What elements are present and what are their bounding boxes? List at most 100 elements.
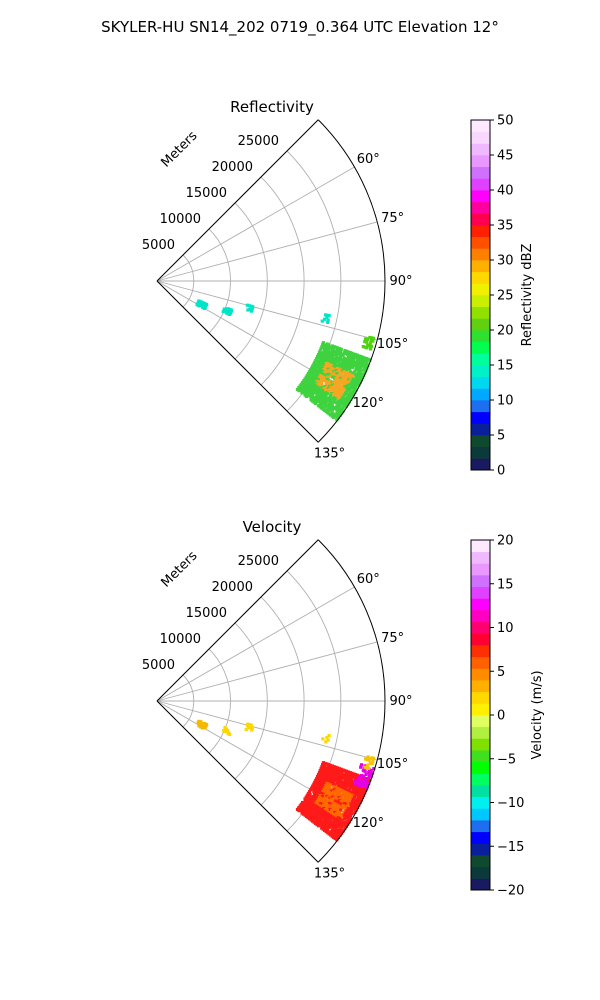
velocity-colorbar-segment <box>471 820 490 833</box>
reflectivity-colorbar-tick-label: 15 <box>497 359 514 374</box>
reflectivity-colorbar-segment <box>471 225 490 238</box>
reflectivity-radial-tick-label: 15000 <box>186 186 227 201</box>
velocity-colorbar-segment <box>471 855 490 868</box>
velocity-radial-tick-label: 15000 <box>186 606 227 621</box>
reflectivity-radial-tick-label: 25000 <box>238 134 279 149</box>
reflectivity-colorbar: 0 5 10 15 20 25 30 35 40 45 50 <box>470 114 514 479</box>
velocity-colorbar-segment <box>471 785 490 798</box>
reflectivity-radial-axis-label: Meters <box>159 128 201 170</box>
velocity-colorbar-segment <box>471 633 490 646</box>
reflectivity-colorbar-segment <box>471 458 490 471</box>
velocity-colorbar-segment <box>471 586 490 599</box>
velocity-colorbar-segment <box>471 750 490 763</box>
reflectivity-colorbar-segment <box>471 190 490 203</box>
reflectivity-colorbar-tick-label: 20 <box>497 324 514 339</box>
velocity-angle-tick-label: 120° <box>353 816 384 831</box>
reflectivity-echo-5 <box>195 299 209 310</box>
velocity-spoke-2 <box>156 641 378 702</box>
reflectivity-colorbar-segment <box>471 271 490 284</box>
reflectivity-angle-tick-label: 90° <box>389 274 412 289</box>
velocity-colorbar-segment <box>471 796 490 809</box>
reflectivity-colorbar-segment <box>471 120 490 133</box>
reflectivity-colorbar-segment <box>471 376 490 389</box>
velocity-frame-arc <box>317 539 386 863</box>
velocity-angle-tick-label: 60° <box>357 572 380 587</box>
velocity-echo-5 <box>222 725 232 736</box>
reflectivity-colorbar-segment <box>471 400 490 413</box>
reflectivity-radial-ticks: 5000 10000 15000 20000 25000 <box>142 134 279 253</box>
velocity-colorbar-tick-label: −15 <box>497 840 524 855</box>
reflectivity-colorbar-segment <box>471 353 490 366</box>
reflectivity-echo-3 <box>245 303 255 313</box>
reflectivity-colorbar-tick-label: 30 <box>497 254 514 269</box>
reflectivity-colorbar-tick-label: 40 <box>497 184 514 199</box>
velocity-colorbar-segment <box>471 808 490 821</box>
velocity-colorbar-segment <box>471 773 490 786</box>
velocity-colorbar-tick-label: −10 <box>497 796 524 811</box>
reflectivity-colorbar-tick-label: 5 <box>497 429 505 444</box>
reflectivity-colorbar-segment <box>471 248 490 261</box>
velocity-colorbar-segment <box>471 703 490 716</box>
velocity-colorbar-segment <box>471 668 490 681</box>
reflectivity-frame-edge-start <box>156 119 319 282</box>
velocity-radial-tick-label: 5000 <box>142 658 175 673</box>
reflectivity-colorbar-segment <box>471 236 490 249</box>
velocity-colorbar-segment <box>471 610 490 623</box>
reflectivity-radial-tick-label: 20000 <box>212 160 253 175</box>
velocity-colorbar-segment <box>471 715 490 728</box>
velocity-angle-tick-label: 90° <box>389 694 412 709</box>
reflectivity-sector-frame <box>156 119 386 443</box>
reflectivity-angle-tick-label: 135° <box>314 447 345 462</box>
reflectivity-colorbar-segment <box>471 178 490 191</box>
reflectivity-spoke-4 <box>156 280 378 341</box>
reflectivity-colorbar-segment <box>471 201 490 214</box>
velocity-spoke-4 <box>156 700 378 761</box>
reflectivity-colorbar-segment <box>471 306 490 319</box>
reflectivity-colorbar-segment <box>471 131 490 144</box>
reflectivity-colorbar-segment <box>471 365 490 378</box>
reflectivity-colorbar-tick-label: 45 <box>497 149 514 164</box>
reflectivity-echo-1 <box>361 335 376 351</box>
velocity-angle-ticks: 60° 75° 90° 105° 120° 135° <box>314 572 413 882</box>
reflectivity-angle-tick-label: 105° <box>377 337 408 352</box>
reflectivity-colorbar-label: Reflectivity dBZ <box>520 244 535 347</box>
velocity-colorbar-tick-label: 0 <box>497 709 505 724</box>
velocity-colorbar-segment <box>471 843 490 856</box>
reflectivity-colorbar-tick-label: 35 <box>497 219 514 234</box>
velocity-colorbar-segment <box>471 598 490 611</box>
reflectivity-angle-tick-label: 75° <box>381 211 404 226</box>
reflectivity-colorbar-segment <box>471 213 490 226</box>
reflectivity-colorbar-tick-label: 10 <box>497 394 514 409</box>
velocity-colorbar-segment <box>471 575 490 588</box>
velocity-colorbar: −20 −15 −10 −5 0 5 10 15 20 <box>470 534 524 899</box>
velocity-title: Velocity <box>243 518 302 536</box>
velocity-colorbar-tick-label: 20 <box>497 534 514 549</box>
reflectivity-colorbar-segment <box>471 388 490 401</box>
reflectivity-colorbar-segment <box>471 435 490 448</box>
reflectivity-colorbar-segment <box>471 143 490 156</box>
reflectivity-title: Reflectivity <box>230 98 314 116</box>
velocity-sector-frame <box>156 539 386 863</box>
velocity-echo-2 <box>363 755 376 770</box>
velocity-radial-ticks: 5000 10000 15000 20000 25000 <box>142 554 279 673</box>
reflectivity-angle-ticks: 60° 75° 90° 105° 120° 135° <box>314 152 413 462</box>
reflectivity-colorbar-tick-label: 50 <box>497 114 514 129</box>
velocity-angle-tick-label: 105° <box>377 757 408 772</box>
reflectivity-colorbar-segment <box>471 423 490 436</box>
velocity-radial-tick-label: 25000 <box>238 554 279 569</box>
reflectivity-colorbar-segment <box>471 283 490 296</box>
velocity-colorbar-tick-label: 10 <box>497 621 514 636</box>
velocity-echo-4 <box>244 722 254 732</box>
velocity-colorbar-segment <box>471 878 490 891</box>
velocity-echo-3 <box>321 734 331 744</box>
reflectivity-echoes <box>195 299 376 422</box>
velocity-radial-tick-label: 10000 <box>160 632 201 647</box>
velocity-colorbar-tick-label: 5 <box>497 665 505 680</box>
velocity-angle-tick-label: 135° <box>314 867 345 882</box>
velocity-colorbar-segment <box>471 680 490 693</box>
reflectivity-angle-tick-label: 120° <box>353 396 384 411</box>
velocity-colorbar-segment <box>471 726 490 739</box>
velocity-spoke-1 <box>156 586 355 702</box>
velocity-colorbar-segment <box>471 645 490 658</box>
